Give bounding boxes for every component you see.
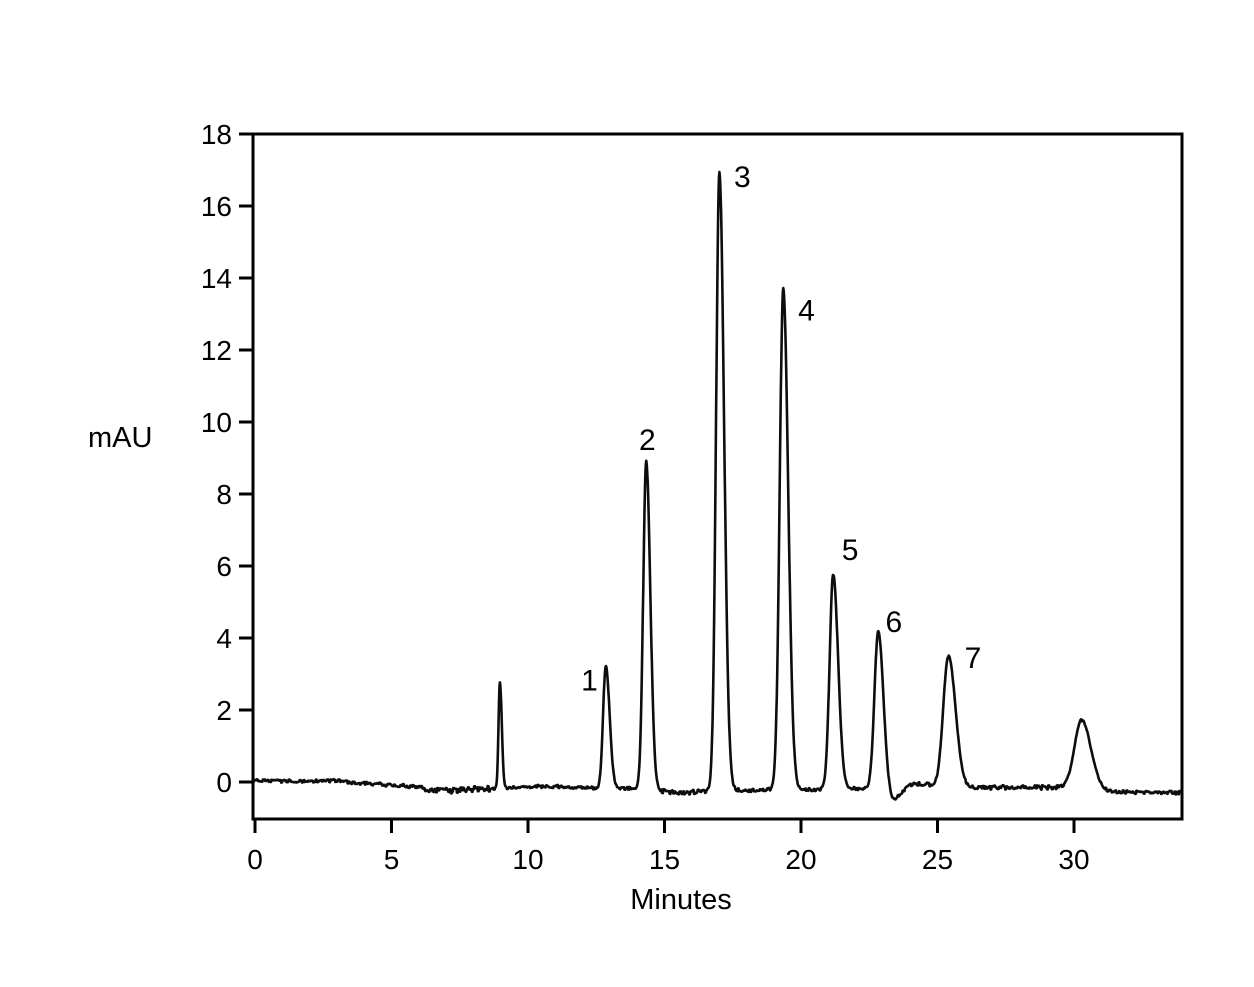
y-tick-label: 2	[216, 695, 232, 726]
y-tick-label: 12	[201, 335, 232, 366]
peak-label-3: 3	[734, 161, 751, 194]
peak-label-6: 6	[885, 606, 902, 639]
x-tick-label: 30	[1058, 844, 1089, 875]
y-tick-label: 10	[201, 407, 232, 438]
x-tick-label: 20	[785, 844, 816, 875]
plot-frame	[251, 132, 1184, 821]
x-axis-title: Minutes	[630, 884, 732, 916]
y-axis-title: mAU	[88, 422, 153, 454]
y-tick-label: 18	[201, 119, 232, 150]
y-tick-label: 4	[216, 623, 232, 654]
x-tick-label: 15	[649, 844, 680, 875]
y-tick-label: 6	[216, 551, 232, 582]
x-tick-label: 0	[247, 844, 263, 875]
peak-label-5: 5	[842, 534, 859, 567]
peak-label-7: 7	[965, 642, 982, 675]
peak-label-1: 1	[581, 664, 598, 697]
x-tick-label: 25	[922, 844, 953, 875]
chromatogram-trace	[253, 170, 1182, 801]
y-tick-label: 14	[201, 263, 232, 294]
x-tick-label: 10	[512, 844, 543, 875]
y-tick-label: 0	[216, 767, 232, 798]
y-tick-label: 8	[216, 479, 232, 510]
x-tick-label: 5	[384, 844, 400, 875]
peak-label-4: 4	[798, 294, 815, 327]
peak-label-2: 2	[639, 424, 656, 457]
y-tick-label: 16	[201, 191, 232, 222]
